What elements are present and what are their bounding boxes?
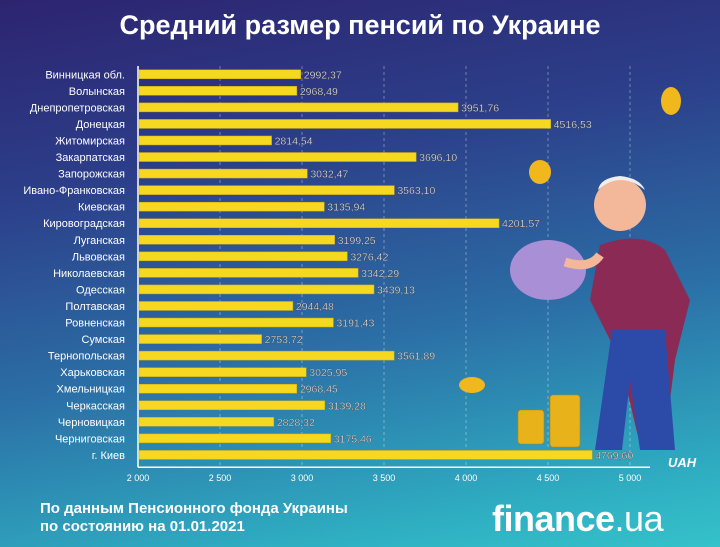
value-label: 2814,54 <box>275 135 313 147</box>
coin-icon <box>661 87 681 115</box>
value-label: 3561,89 <box>397 351 435 363</box>
category-label: Ивано-Франковская <box>23 185 125 197</box>
category-label: Одесская <box>76 284 125 296</box>
bar <box>138 400 326 411</box>
category-label: Львовская <box>72 251 125 263</box>
bar <box>138 135 272 146</box>
category-label: Запорожская <box>58 169 125 181</box>
bar <box>138 69 301 80</box>
value-label: 3563,10 <box>397 185 435 197</box>
x-tick-label: 2 000 <box>127 473 150 483</box>
category-label: Закарпатская <box>56 152 125 164</box>
value-label: 3439,13 <box>377 284 415 296</box>
value-label: 4201,57 <box>502 218 540 230</box>
bar <box>138 235 335 245</box>
piggy-bank-icon <box>510 240 586 300</box>
value-label: 4769,60 <box>595 450 633 462</box>
unit-label: UAH <box>668 455 697 470</box>
category-label: Черкасская <box>66 400 125 412</box>
bar <box>138 86 298 96</box>
bar <box>138 317 334 328</box>
bar <box>138 433 332 444</box>
bar <box>138 268 359 278</box>
x-tick-label: 3 500 <box>373 473 396 483</box>
bar <box>138 383 298 394</box>
value-label: 2944,48 <box>296 301 334 313</box>
value-label: 2992,37 <box>304 69 342 81</box>
value-label: 3951,76 <box>461 102 499 114</box>
category-label: г. Киев <box>92 450 125 462</box>
value-label: 3025,95 <box>309 367 347 379</box>
value-label: 2828,32 <box>277 417 315 429</box>
source-line: По данным Пенсионного фонда Украины <box>40 500 348 517</box>
value-label: 2968,49 <box>300 86 338 98</box>
category-label: Харьковская <box>60 367 125 379</box>
category-label: Волынская <box>69 86 125 98</box>
x-tick-label: 5 000 <box>619 473 642 483</box>
category-label: Житомирская <box>55 135 125 147</box>
bar <box>138 185 395 195</box>
value-label: 3139,28 <box>328 400 366 412</box>
bar <box>138 367 307 377</box>
category-label: Донецкая <box>76 119 125 131</box>
bar <box>138 102 459 113</box>
bar <box>138 152 417 162</box>
category-label: Винницкая обл. <box>45 69 125 81</box>
x-tick-label: 3 000 <box>291 473 314 483</box>
value-label: 3135,94 <box>327 202 365 214</box>
value-label: 3191,43 <box>336 318 374 330</box>
category-label: Ровненская <box>65 318 125 330</box>
finance-ua-logo[interactable]: finance.ua <box>492 498 664 539</box>
bar <box>138 334 262 344</box>
value-label: 3199,25 <box>338 235 376 247</box>
value-label: 3696,10 <box>419 152 457 164</box>
bar <box>138 450 593 460</box>
coin-icon <box>459 377 485 393</box>
category-label: Кировоградская <box>43 218 125 230</box>
bar <box>138 417 275 427</box>
category-label: Полтавская <box>65 301 125 313</box>
category-label: Луганская <box>74 235 125 247</box>
value-label: 3032,47 <box>310 169 348 181</box>
coin-stack-icon <box>517 394 581 448</box>
source-note: По данным Пенсионного фонда Украины по с… <box>40 500 348 536</box>
value-label: 2968,45 <box>300 384 338 396</box>
value-label: 2753,72 <box>265 334 303 346</box>
date-line: по состоянию на 01.01.2021 <box>40 518 245 535</box>
category-label: Черниговская <box>55 433 125 445</box>
bar <box>138 284 375 295</box>
category-label: Тернопольская <box>48 351 125 363</box>
category-label: Черновицкая <box>58 417 125 429</box>
category-label: Сумская <box>81 334 125 346</box>
bar <box>138 218 500 228</box>
category-label: Хмельницкая <box>57 384 125 396</box>
x-tick-label: 2 500 <box>209 473 232 483</box>
x-tick-label: 4 500 <box>537 473 560 483</box>
value-label: 3276,42 <box>350 251 388 263</box>
value-label: 4516,53 <box>554 119 592 131</box>
value-label: 3175,46 <box>334 433 372 445</box>
category-label: Николаевская <box>53 268 125 280</box>
bar <box>138 251 348 262</box>
bar <box>138 201 325 212</box>
bar <box>138 119 551 129</box>
bar <box>138 301 294 311</box>
category-label: Днепропетровская <box>30 102 125 114</box>
coin-icon <box>529 160 551 184</box>
x-tick-label: 4 000 <box>455 473 478 483</box>
category-label: Киевская <box>78 202 125 214</box>
bar <box>138 168 308 179</box>
chart-title: Средний размер пенсий по Украине <box>119 10 601 40</box>
value-label: 3342,29 <box>361 268 399 280</box>
bar <box>138 350 395 361</box>
